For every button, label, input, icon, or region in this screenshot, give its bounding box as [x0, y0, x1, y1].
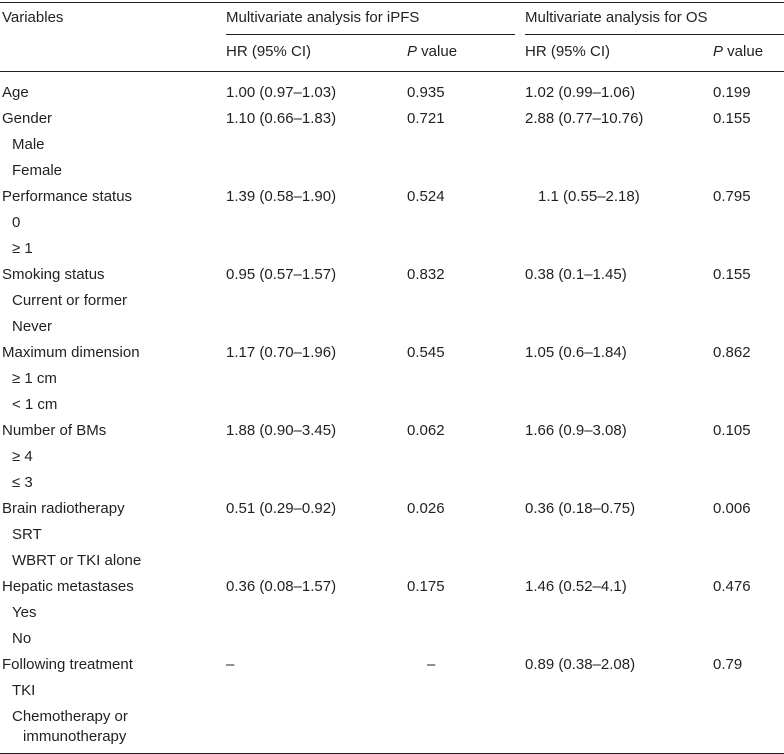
sub-label: Yes [12, 604, 37, 621]
table-row: Smoking status 0.95 (0.57–1.57) 0.832 0.… [0, 262, 784, 288]
ipfs-hr-cell: 1.10 (0.66–1.83) [226, 110, 337, 127]
os-p-cell: 0.476 [713, 578, 751, 595]
os-p-cell: 0.105 [713, 422, 751, 439]
ipfs-hr-cell: 0.95 (0.57–1.57) [226, 266, 337, 283]
sub-label: < 1 cm [12, 396, 58, 413]
ipfs-group-label: Multivariate analysis for iPFS [226, 9, 515, 35]
sub-label: ≥ 1 [12, 240, 33, 257]
ipfs-hr-cell: – [226, 656, 235, 673]
ipfs-p-cell: – [427, 656, 436, 673]
table-row: Performance status 1.39 (0.58–1.90) 0.52… [0, 184, 784, 210]
sub-label: TKI [12, 682, 36, 699]
row-label: Number of BMs [2, 422, 107, 439]
row-label: Hepatic metastases [2, 578, 134, 595]
sub-label: Current or former [12, 292, 128, 309]
sub-label: ≥ 1 cm [12, 370, 57, 387]
os-p-cell: 0.006 [713, 500, 751, 517]
table-row: Maximum dimension 1.17 (0.70–1.96) 0.545… [0, 340, 784, 366]
os-group-label: Multivariate analysis for OS [525, 9, 784, 35]
row-label: Age [2, 84, 29, 101]
header-row-1: Variables Multivariate analysis for iPFS… [0, 2, 784, 36]
table-row: Following treatment – – 0.89 (0.38–2.08)… [0, 652, 784, 678]
os-hr-cell: 0.38 (0.1–1.45) [525, 266, 627, 283]
sub-label: No [12, 630, 32, 647]
ipfs-hr-cell: 0.36 (0.08–1.57) [226, 578, 337, 595]
table-row: Number of BMs 1.88 (0.90–3.45) 0.062 1.6… [0, 418, 784, 444]
p-rest: value [723, 42, 764, 60]
ipfs-hr-cell: 1.17 (0.70–1.96) [226, 344, 337, 361]
ipfs-p-cell: 0.026 [407, 500, 445, 517]
header-row-2: HR (95% CI) P value HR (95% CI) P value [0, 35, 784, 72]
os-p-cell: 0.79 [713, 656, 743, 673]
sub-label: WBRT or TKI alone [12, 552, 142, 569]
sub-label: 0 [12, 214, 21, 231]
ipfs-p-cell: 0.524 [407, 188, 445, 205]
os-hr-cell: 1.1 (0.55–2.18) [538, 188, 640, 205]
row-label: Performance status [2, 188, 133, 205]
os-hr-cell: 0.89 (0.38–2.08) [525, 656, 636, 673]
os-p-header: P value [710, 35, 784, 72]
os-hr-header: HR (95% CI) [525, 35, 710, 72]
ipfs-p-cell: 0.721 [407, 110, 445, 127]
sub-label: Male [12, 136, 45, 153]
table-row: Brain radiotherapy 0.51 (0.29–0.92) 0.02… [0, 496, 784, 522]
os-hr-cell: 2.88 (0.77–10.76) [525, 110, 644, 127]
os-hr-cell: 1.46 (0.52–4.1) [525, 578, 627, 595]
table-row: Gender 1.10 (0.66–1.83) 0.721 2.88 (0.77… [0, 106, 784, 132]
os-hr-cell: 1.02 (0.99–1.06) [525, 84, 636, 101]
ipfs-hr-cell: 1.39 (0.58–1.90) [226, 188, 337, 205]
os-p-cell: 0.155 [713, 110, 751, 127]
ipfs-hr-cell: 1.88 (0.90–3.45) [226, 422, 337, 439]
os-group-header: Multivariate analysis for OS [525, 2, 784, 36]
os-hr-cell: 1.66 (0.9–3.08) [525, 422, 627, 439]
sub-label: Never [12, 318, 53, 335]
sub-label: Chemotherapy or immunotherapy [12, 708, 128, 745]
ipfs-hr-header: HR (95% CI) [226, 35, 407, 72]
os-p-cell: 0.795 [713, 188, 751, 205]
p-rest: value [417, 42, 458, 60]
sub-label: ≥ 4 [12, 448, 33, 465]
p-italic: P [407, 42, 418, 60]
row-label: Smoking status [2, 266, 105, 283]
os-hr-cell: 1.05 (0.6–1.84) [525, 344, 627, 361]
table-row: Age 1.00 (0.97–1.03) 0.935 1.02 (0.99–1.… [0, 80, 784, 106]
ipfs-hr-cell: 1.00 (0.97–1.03) [226, 84, 337, 101]
p-italic: P [713, 42, 724, 60]
row-label: Brain radiotherapy [2, 500, 125, 517]
sub-label: Female [12, 162, 63, 179]
ipfs-p-header: P value [407, 35, 525, 72]
ipfs-p-cell: 0.062 [407, 422, 445, 439]
table-row: Hepatic metastases 0.36 (0.08–1.57) 0.17… [0, 574, 784, 600]
row-label: Maximum dimension [2, 344, 140, 361]
os-p-cell: 0.862 [713, 344, 751, 361]
ipfs-p-cell: 0.545 [407, 344, 445, 361]
sub-label: ≤ 3 [12, 474, 33, 491]
os-hr-cell: 0.36 (0.18–0.75) [525, 500, 636, 517]
ipfs-p-cell: 0.175 [407, 578, 445, 595]
sub-label: SRT [12, 526, 42, 543]
ipfs-p-cell: 0.935 [407, 84, 445, 101]
row-label: Following treatment [2, 656, 133, 673]
row-label: Gender [2, 110, 53, 127]
os-p-cell: 0.199 [713, 84, 751, 101]
os-p-cell: 0.155 [713, 266, 751, 283]
variables-header: Variables [0, 2, 226, 36]
ipfs-hr-cell: 0.51 (0.29–0.92) [226, 500, 337, 517]
ipfs-p-cell: 0.832 [407, 266, 445, 283]
ipfs-group-header: Multivariate analysis for iPFS [226, 2, 525, 36]
